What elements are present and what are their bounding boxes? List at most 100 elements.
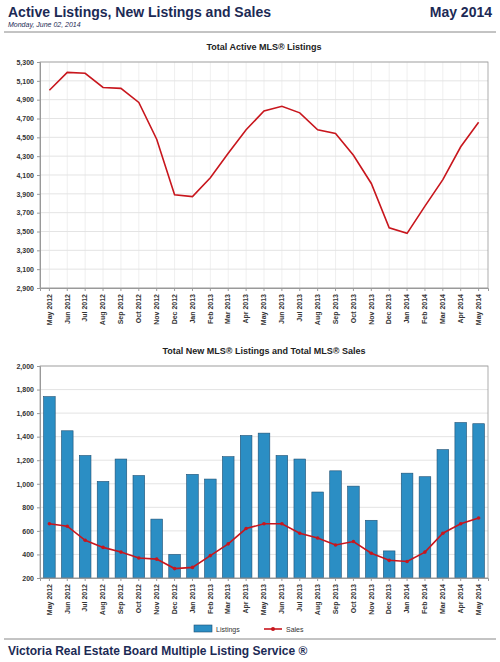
y-tick-mark: [37, 437, 40, 438]
header-rule: [4, 32, 496, 33]
x-tick-mark: [85, 288, 86, 291]
y-tick-mark: [37, 232, 40, 233]
chart-title: Total New MLS® Listings and Total MLS® S…: [163, 346, 366, 356]
x-tick-label: Mar 2014: [439, 584, 446, 614]
y-tick-label: 800: [22, 504, 34, 511]
x-tick-mark: [210, 578, 211, 581]
x-tick-mark: [478, 288, 479, 291]
x-tick-mark: [210, 288, 211, 291]
x-tick-label: Apr 2014: [457, 584, 465, 614]
x-tick: Apr 2013: [242, 288, 250, 324]
x-tick-label: Oct 2013: [350, 294, 357, 323]
marker: [334, 543, 338, 547]
bar: [330, 471, 342, 578]
y-tick-label: 400: [22, 551, 34, 558]
plot-area: [44, 397, 485, 578]
x-tick: Oct 2013: [350, 288, 357, 323]
grid-line-x: [353, 62, 354, 288]
y-axis-line: [37, 63, 41, 289]
x-tick: May 2013: [260, 288, 268, 325]
marker: [459, 522, 463, 526]
x-tick-label: Jan 2014: [403, 294, 410, 324]
y-tick: 3,900: [16, 191, 40, 199]
x-axis-line: [41, 289, 489, 292]
page-period: May 2014: [430, 4, 492, 20]
bar: [115, 459, 127, 578]
x-tick-label: Jul 2012: [81, 294, 88, 322]
y-tick-label: 4,900: [16, 96, 34, 104]
x-tick: May 2012: [46, 578, 54, 615]
plot-frame: [40, 62, 488, 288]
x-tick-label: Aug 2013: [314, 294, 322, 325]
marker: [191, 566, 195, 570]
marker: [155, 557, 159, 561]
marker: [137, 556, 141, 560]
x-tick-mark: [192, 288, 193, 291]
x-tick-mark: [478, 578, 479, 581]
x-tick-mark: [103, 288, 104, 291]
bar: [473, 424, 485, 578]
y-tick: 1,200: [16, 457, 40, 465]
x-tick-mark: [264, 578, 265, 581]
x-tick-mark: [371, 288, 372, 291]
bar: [348, 486, 360, 578]
y-tick-mark: [37, 156, 40, 157]
grid-line-x: [335, 62, 336, 288]
x-tick: Feb 2014: [421, 578, 428, 614]
grid: [40, 62, 488, 288]
x-tick: Jan 2013: [189, 578, 196, 614]
bar: [151, 519, 163, 578]
x-tick-mark: [103, 578, 104, 581]
x-tick-label: Dec 2013: [385, 294, 392, 324]
x-tick-label: Apr 2013: [242, 584, 250, 614]
marker: [173, 567, 177, 571]
x-tick: Nov 2013: [368, 288, 375, 325]
chart: Total Active MLS® Listings2,9003,1003,30…: [16, 42, 488, 325]
x-tick-mark: [299, 288, 300, 291]
bar: [437, 450, 449, 578]
x-tick: Apr 2013: [242, 578, 250, 614]
x-tick-mark: [335, 578, 336, 581]
grid-line-x: [460, 62, 461, 288]
y-tick-mark: [37, 137, 40, 138]
grid-line-x: [317, 62, 318, 288]
x-tick-mark: [156, 288, 157, 291]
x-tick-mark: [424, 288, 425, 291]
x-tick-mark: [120, 288, 121, 291]
x-tick: Sep 2012: [117, 288, 125, 324]
marker: [244, 527, 248, 531]
y-tick-mark: [37, 194, 40, 195]
x-tick: Nov 2012: [153, 578, 160, 615]
x-tick-mark: [49, 288, 50, 291]
legend-label: Listings: [216, 626, 240, 634]
x-tick-label: Oct 2012: [135, 584, 142, 613]
x-tick: Dec 2012: [171, 578, 178, 614]
x-tick-mark: [264, 288, 265, 291]
chart-title: Total Active MLS® Listings: [206, 42, 321, 52]
x-tick-mark: [317, 578, 318, 581]
x-tick: May 2012: [46, 288, 54, 325]
x-axis-line: [41, 579, 489, 582]
y-tick-label: 3,900: [16, 191, 34, 199]
x-tick-mark: [138, 578, 139, 581]
marker: [101, 546, 105, 550]
y-tick: 4,500: [16, 134, 40, 142]
plot-frame: [40, 366, 488, 578]
y-tick-mark: [37, 100, 40, 101]
grid-line-x: [103, 62, 104, 288]
y-tick: 4,900: [16, 96, 40, 104]
x-tick: Sep 2013: [332, 288, 340, 324]
plot-area: [49, 72, 478, 233]
bar: [187, 474, 199, 578]
grid-line-x: [424, 62, 425, 288]
grid-line-x: [49, 62, 50, 288]
y-tick-label: 4,300: [16, 153, 34, 161]
y-tick: 3,500: [16, 228, 40, 236]
marker: [48, 522, 52, 526]
y-tick: 4,700: [16, 115, 40, 123]
x-tick-label: Sep 2012: [117, 584, 125, 614]
bar: [97, 481, 109, 578]
x-tick-label: Nov 2012: [153, 294, 160, 325]
x-tick-mark: [407, 288, 408, 291]
y-tick: 3,300: [16, 247, 40, 255]
